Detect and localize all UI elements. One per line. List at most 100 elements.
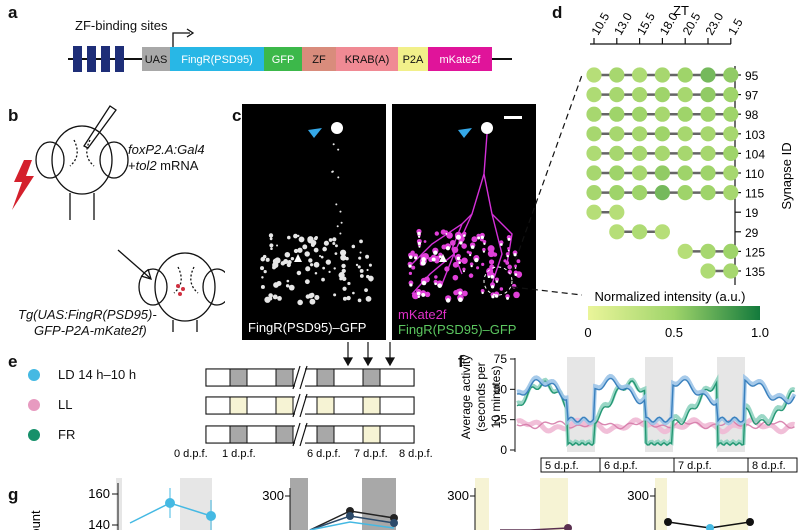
heatmap-cell (586, 126, 602, 142)
gfp-punctum (338, 272, 345, 279)
heatmap-cell (609, 106, 625, 122)
gfp-punctum (366, 274, 370, 279)
gfp-punctum (328, 238, 333, 242)
segment-zf (302, 47, 336, 71)
heatmap-cell (677, 106, 693, 122)
heatmap-cell (609, 145, 625, 161)
gfp-punctum (342, 286, 347, 291)
schedule-block (316, 368, 335, 387)
zt-tick-label: 10.5 (588, 10, 612, 38)
heatmap-cell (654, 185, 670, 201)
heatmap-cell (700, 145, 716, 161)
schedule-block (246, 368, 277, 387)
merge-punctum (506, 254, 509, 258)
gfp-punctum (313, 261, 320, 268)
merge-punctum (417, 235, 421, 238)
zt-title: ZT (673, 3, 689, 18)
gfp-punctum (365, 295, 372, 302)
gfp-punctum (268, 233, 274, 238)
gfp-punctum (305, 294, 311, 299)
gfp-punctum (307, 236, 314, 243)
heatmap-cell (700, 106, 716, 122)
day-box-label: 8 d.p.f. (752, 460, 786, 472)
merge-punctum (513, 253, 517, 257)
mkate-punctum (507, 247, 511, 250)
gfp-punctum (269, 243, 274, 248)
zf-site-4 (115, 46, 124, 72)
schedule-block (316, 425, 335, 444)
mkate-punctum (516, 259, 521, 264)
mkate-punctum (487, 250, 495, 258)
gfp-punctum (285, 260, 288, 263)
merge-punctum (458, 261, 461, 265)
mkate-punctum (434, 275, 438, 279)
schedule-block (246, 396, 277, 415)
gfp-punctum (293, 233, 298, 239)
axis-break (295, 423, 305, 446)
synapse-arrowhead (294, 254, 302, 262)
gfp-punctum (340, 254, 347, 261)
schedule-block (379, 425, 415, 444)
gfp-label: FingR(PSD95)–GFP (248, 320, 367, 335)
mkate-punctum (487, 245, 495, 253)
merge-punctum (431, 257, 436, 262)
injection-line2: +tol2 mRNA (128, 158, 198, 173)
colorbar (588, 306, 760, 320)
heatmap-cell (677, 243, 693, 259)
gfp-punctum (342, 296, 347, 301)
merge-punctum (433, 250, 438, 255)
day-label-1: 1 d.p.f. (222, 448, 256, 460)
mkate-punctum (452, 246, 459, 254)
injection-plus: + (128, 158, 136, 173)
synapse-id-label: 19 (745, 206, 759, 220)
activity-trace (516, 377, 796, 423)
mkate-punctum (408, 271, 413, 275)
mkate-punctum (424, 291, 431, 298)
heatmap-cell (677, 87, 693, 103)
gfp-punctum (333, 293, 337, 297)
gfp-punctum (322, 266, 326, 270)
day-label-7: 7 d.p.f. (354, 448, 388, 460)
mkate-label: mKate2f (398, 307, 447, 322)
scale-bar (504, 116, 522, 119)
gfp-punctum (313, 247, 319, 253)
gfp-punctum (276, 244, 279, 247)
schedule-block (275, 368, 294, 387)
gfp-punctum (302, 244, 308, 250)
merge-punctum (409, 283, 413, 287)
schedule-block (229, 425, 248, 444)
merge-punctum (495, 280, 499, 283)
g2-tick-300: 300 (262, 488, 284, 503)
night-shade (645, 357, 673, 452)
condition-ld-label: LD 14 h–10 h (58, 367, 137, 382)
synapse-id-label: 95 (745, 69, 759, 83)
gfp-punctum (333, 267, 336, 270)
merge-punctum (445, 246, 451, 251)
schedule-block (275, 425, 294, 444)
micrograph-gfp: FingR(PSD95)–GFP (242, 104, 386, 340)
gfp-punctum (272, 265, 276, 270)
heatmap-cell (586, 67, 602, 83)
gfp-punctum (320, 255, 324, 259)
heatmap-cell (723, 67, 739, 83)
zt-tick-label: 15.5 (634, 10, 658, 38)
mkate-punctum (434, 231, 439, 236)
sampling-arrows (342, 342, 396, 367)
gfp-punctum (327, 259, 331, 263)
mkate-punctum (513, 270, 518, 275)
ll-dot-icon (28, 399, 40, 411)
mkate-punctum (446, 232, 453, 239)
day-box (747, 457, 798, 473)
heatmap-cell (677, 67, 693, 83)
heatmap-cell (700, 165, 716, 181)
heatmap-cell (609, 67, 625, 83)
mkate-punctum (462, 267, 466, 271)
heatmap-cell (609, 224, 625, 240)
merge-punctum (408, 255, 413, 260)
gfp-punctum (260, 266, 265, 271)
merge-punctum (458, 291, 463, 295)
merge-punctum (483, 242, 486, 245)
heatmap-cell (586, 204, 602, 220)
gfp-punctum (359, 239, 363, 244)
schedule-block (275, 396, 294, 415)
